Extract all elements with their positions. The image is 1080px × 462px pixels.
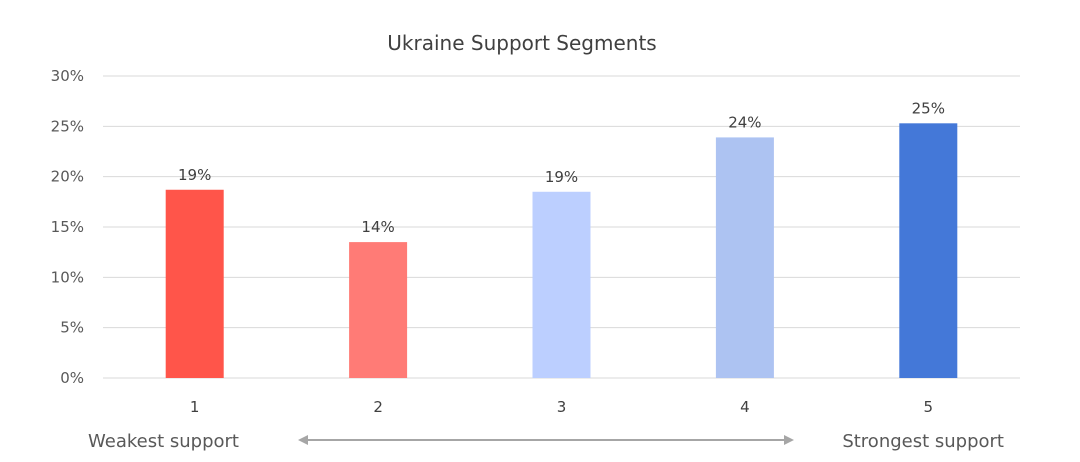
data-label-2: 14% [361, 218, 394, 236]
category-label-3: 3 [557, 398, 567, 416]
category-label-2: 2 [373, 398, 383, 416]
bar-3 [532, 191, 591, 378]
y-tick-label: 0% [60, 369, 84, 387]
support-scale: Weakest support Strongest support [88, 431, 1004, 452]
bar-4 [715, 137, 774, 378]
y-tick-label: 30% [51, 67, 84, 85]
x-axis-category-labels: 1 2 3 4 5 [190, 398, 933, 416]
weakest-support-label: Weakest support [88, 431, 239, 452]
y-tick-label: 5% [60, 319, 84, 337]
data-label-4: 24% [728, 113, 761, 131]
bars [165, 123, 958, 379]
category-label-5: 5 [924, 398, 934, 416]
double-arrow-icon [298, 435, 794, 445]
data-labels: 19% 14% 19% 24% 25% [178, 99, 945, 236]
y-tick-label: 25% [51, 117, 84, 135]
data-label-1: 19% [178, 166, 211, 184]
bar-2 [349, 242, 408, 378]
y-axis-tick-labels: 0% 5% 10% 15% 20% 25% 30% [51, 67, 84, 387]
chart-title: Ukraine Support Segments [387, 31, 656, 55]
bar-5 [899, 123, 958, 379]
y-tick-label: 10% [51, 268, 84, 286]
bar-1 [165, 189, 224, 378]
y-tick-label: 15% [51, 218, 84, 236]
data-label-3: 19% [545, 168, 578, 186]
data-label-5: 25% [912, 99, 945, 117]
strongest-support-label: Strongest support [842, 431, 1004, 452]
y-tick-label: 20% [51, 168, 84, 186]
category-label-4: 4 [740, 398, 750, 416]
category-label-1: 1 [190, 398, 200, 416]
